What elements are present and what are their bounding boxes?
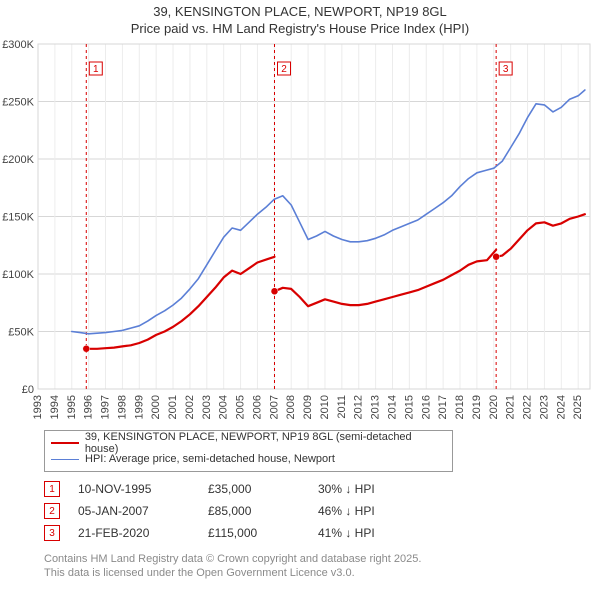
svg-text:£300K: £300K [2, 39, 34, 51]
svg-text:2015: 2015 [403, 395, 415, 419]
svg-text:2008: 2008 [285, 395, 297, 419]
footer-line1: Contains HM Land Registry data © Crown c… [44, 552, 421, 566]
svg-text:2024: 2024 [555, 395, 567, 419]
svg-text:£200K: £200K [2, 154, 34, 166]
chart-title-line1: 39, KENSINGTON PLACE, NEWPORT, NP19 8GL [0, 4, 600, 19]
svg-text:2019: 2019 [471, 395, 483, 419]
sale-event-row: 1 10-NOV-1995£35,00030% ↓ HPI [44, 478, 438, 500]
event-delta: 41% ↓ HPI [318, 526, 438, 540]
event-price: £85,000 [208, 504, 318, 518]
event-date: 05-JAN-2007 [78, 504, 208, 518]
legend-label: 39, KENSINGTON PLACE, NEWPORT, NP19 8GL … [85, 431, 446, 455]
svg-text:1996: 1996 [83, 395, 95, 419]
legend-label: HPI: Average price, semi-detached house,… [85, 453, 335, 465]
event-date: 21-FEB-2020 [78, 526, 208, 540]
svg-text:2020: 2020 [488, 395, 500, 419]
svg-text:2001: 2001 [167, 395, 179, 419]
line-chart: £0 £50K £100K £150K £200K £250K £300K 1993 1994 1… [0, 36, 600, 421]
svg-text:3: 3 [503, 64, 509, 75]
legend: 39, KENSINGTON PLACE, NEWPORT, NP19 8GL … [44, 430, 453, 472]
svg-text:2013: 2013 [370, 395, 382, 419]
svg-text:2006: 2006 [251, 395, 263, 419]
svg-text:2010: 2010 [319, 395, 331, 419]
chart-container: £0 £50K £100K £150K £200K £250K £300K 1993 1994 1… [0, 36, 600, 426]
svg-text:1994: 1994 [49, 395, 61, 419]
svg-text:£0: £0 [22, 384, 34, 396]
chart-title-line2: Price paid vs. HM Land Registry's House … [0, 21, 600, 36]
svg-text:2: 2 [281, 64, 287, 75]
svg-text:2007: 2007 [268, 395, 280, 419]
svg-text:1995: 1995 [66, 395, 78, 419]
svg-text:2000: 2000 [150, 395, 162, 419]
legend-swatch [51, 442, 79, 444]
svg-text:1998: 1998 [116, 395, 128, 419]
svg-text:1999: 1999 [133, 395, 145, 419]
event-marker-badge: 2 [44, 503, 60, 519]
svg-text:2018: 2018 [454, 395, 466, 419]
svg-text:2017: 2017 [437, 395, 449, 419]
svg-text:2009: 2009 [302, 395, 314, 419]
svg-text:£250K: £250K [2, 97, 34, 109]
svg-text:£100K: £100K [2, 269, 34, 281]
svg-text:1: 1 [93, 64, 99, 75]
svg-text:1997: 1997 [100, 395, 112, 419]
event-marker-badge: 1 [44, 481, 60, 497]
legend-swatch [51, 459, 79, 460]
svg-text:2011: 2011 [336, 395, 348, 419]
svg-text:2005: 2005 [235, 395, 247, 419]
sale-event-row: 2 05-JAN-2007£85,00046% ↓ HPI [44, 500, 438, 522]
svg-text:2022: 2022 [522, 395, 534, 419]
event-price: £115,000 [208, 526, 318, 540]
svg-text:2003: 2003 [201, 395, 213, 419]
svg-text:2004: 2004 [218, 395, 230, 419]
svg-text:£50K: £50K [8, 327, 34, 339]
svg-text:2016: 2016 [420, 395, 432, 419]
svg-text:2014: 2014 [386, 395, 398, 419]
footer-attribution: Contains HM Land Registry data © Crown c… [44, 552, 421, 581]
svg-text:£150K: £150K [2, 212, 34, 224]
event-delta: 30% ↓ HPI [318, 482, 438, 496]
event-delta: 46% ↓ HPI [318, 504, 438, 518]
svg-text:2021: 2021 [505, 395, 517, 419]
sale-events-table: 1 10-NOV-1995£35,00030% ↓ HPI 2 05-JAN-2007… [44, 478, 438, 544]
svg-text:2012: 2012 [353, 395, 365, 419]
event-marker-badge: 3 [44, 525, 60, 541]
svg-text:2023: 2023 [538, 395, 550, 419]
svg-text:1993: 1993 [32, 395, 44, 419]
sale-event-row: 3 21-FEB-2020£115,00041% ↓ HPI [44, 522, 438, 544]
legend-row: 39, KENSINGTON PLACE, NEWPORT, NP19 8GL … [51, 435, 446, 451]
footer-line2: This data is licensed under the Open Gov… [44, 566, 421, 580]
event-price: £35,000 [208, 482, 318, 496]
svg-text:2025: 2025 [572, 395, 584, 419]
svg-text:2002: 2002 [184, 395, 196, 419]
event-date: 10-NOV-1995 [78, 482, 208, 496]
